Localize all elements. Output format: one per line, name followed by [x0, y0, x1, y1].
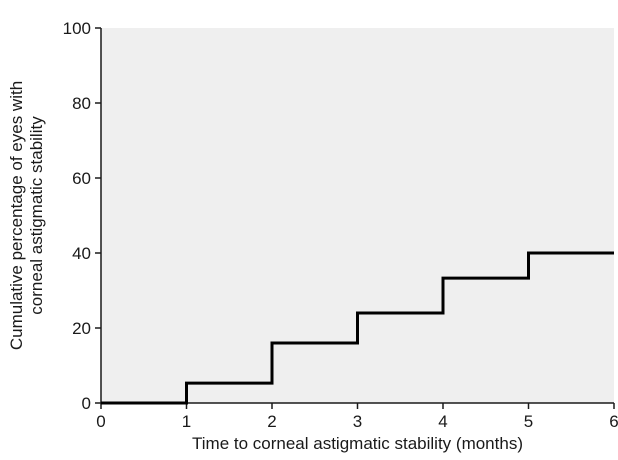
series-layer	[101, 251, 614, 405]
y-tick-label: 20	[72, 319, 91, 338]
x-tick-label: 0	[96, 412, 105, 431]
x-ticks-group: 0 1 2 3 4 5 6	[96, 403, 618, 431]
step-series-line	[101, 251, 614, 405]
y-tick-label: 80	[72, 94, 91, 113]
x-tick-label: 3	[353, 412, 362, 431]
y-tick-label: 60	[72, 169, 91, 188]
x-tick-label: 6	[609, 412, 618, 431]
x-tick-label: 2	[267, 412, 276, 431]
y-axis-label-line-1: Cumulative percentage of eyes with	[7, 81, 26, 350]
x-tick-label: 5	[524, 412, 533, 431]
x-tick-label: 4	[438, 412, 447, 431]
y-tick-label: 0	[82, 394, 91, 413]
x-tick-label: 1	[182, 412, 191, 431]
y-tick-label: 100	[63, 19, 91, 38]
y-axis-label-line-2: corneal astigmatic stability	[27, 116, 46, 315]
plot-area-background	[101, 28, 614, 403]
y-tick-label: 40	[72, 244, 91, 263]
y-axis-label: Cumulative percentage of eyes with corne…	[7, 81, 46, 350]
x-axis-label: Time to corneal astigmatic stability (mo…	[192, 434, 523, 453]
y-ticks-group: 0 20 40 60 80 100	[63, 19, 101, 413]
